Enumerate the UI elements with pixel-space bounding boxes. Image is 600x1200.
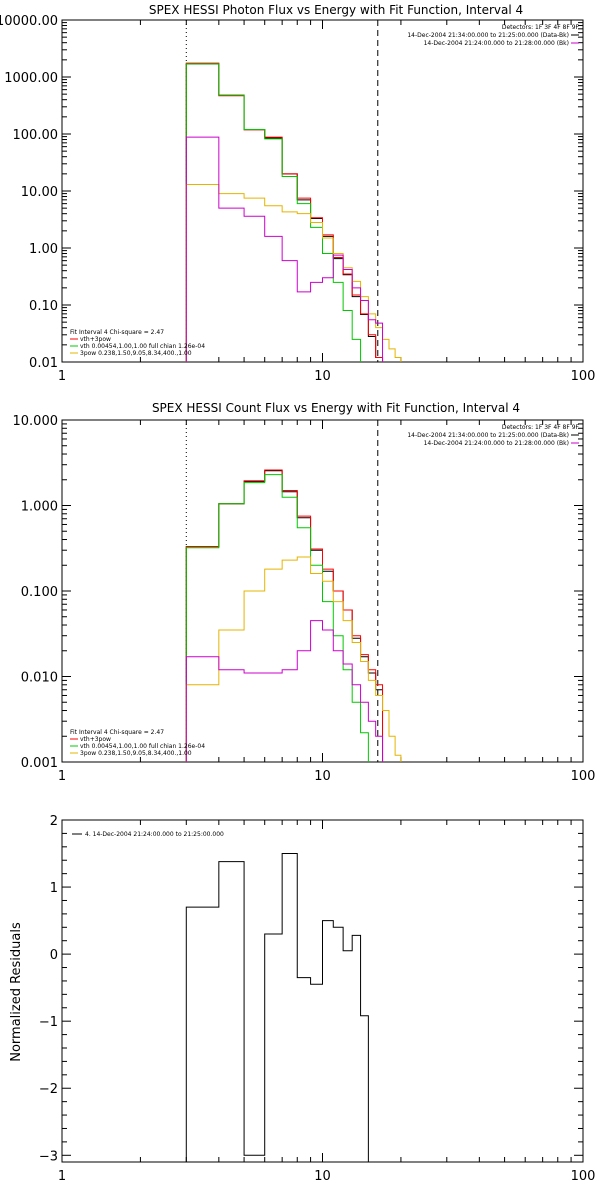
plot-frame xyxy=(61,19,584,363)
y-tick-label: 0.001 xyxy=(21,756,58,771)
series-line-2 xyxy=(185,474,369,762)
y-tick-label: 0.10 xyxy=(29,299,58,314)
y-tick-label: 1.00 xyxy=(29,242,58,257)
x-tick-label: 10 xyxy=(314,369,331,384)
series-group xyxy=(185,469,402,762)
legend-label-2: vth 0.00454,1.00,1.00 full chian 1.26e-0… xyxy=(80,343,205,350)
y-tick-label: 10.000 xyxy=(13,414,59,429)
series-line-4 xyxy=(185,620,384,762)
plot-frame xyxy=(61,819,584,1163)
series-group xyxy=(185,62,402,362)
series-line-3 xyxy=(185,184,402,362)
series-line-3 xyxy=(185,556,402,762)
bk-interval-label: 14-Dec-2004 21:24:00.000 to 21:28:00.000… xyxy=(424,40,569,47)
y-tick-label: 1 xyxy=(50,881,58,896)
photon-plot-title: SPEX HESSI Photon Flux vs Energy with Fi… xyxy=(149,3,523,17)
series-line-1 xyxy=(185,62,384,362)
photon-flux-panel: 1 10 100 0.01 0.10 1.00 10.00 100.00 1000.00 1000… xyxy=(0,14,595,384)
detectors-label: Detectors: 1F 3F 4F 8F 9F xyxy=(502,24,580,31)
y-tick-label: 2 xyxy=(50,814,58,829)
detectors-label: Detectors: 1F 3F 4F 8F 9F xyxy=(502,424,580,431)
data-interval-label: 14-Dec-2004 21:34:00.000 to 21:25:00.000… xyxy=(407,432,569,439)
x-tick-label: 10 xyxy=(314,769,331,784)
legend-label-3: 3pow 0.238,1.50,9.05,8.34,400.,1.00 xyxy=(80,350,192,357)
legend-label-2: vth 0.00454,1.00,1.00 full chian 1.26e-0… xyxy=(80,743,205,750)
y-tick-label: −2 xyxy=(39,1082,58,1097)
y-tick-label: −3 xyxy=(39,1149,58,1164)
count-flux-panel: 1 10 100 0.001 0.010 0.100 1.000 10.000 Detector… xyxy=(13,414,596,784)
y-tick-label: 100.00 xyxy=(13,128,59,143)
count-plot-title: SPEX HESSI Count Flux vs Energy with Fit… xyxy=(152,401,520,415)
y-tick-label: −1 xyxy=(39,1015,58,1030)
x-tick-label: 1 xyxy=(58,369,66,384)
legend-label-1: vth+3pow xyxy=(80,736,111,743)
y-tick-label: 0.01 xyxy=(29,356,58,371)
series-line-0 xyxy=(185,853,369,1162)
data-interval-label: 14-Dec-2004 21:34:00.000 to 21:25:00.000… xyxy=(407,32,569,39)
x-tick-label: 100 xyxy=(571,769,596,784)
series-line-1 xyxy=(185,469,384,762)
series-group xyxy=(185,853,369,1162)
x-tick-label: 100 xyxy=(571,1169,596,1184)
y-tick-label: 0 xyxy=(50,948,58,963)
y-tick-label: 10000.00 xyxy=(0,14,58,29)
legend-label-0: 4. 14-Dec-2004 21:24:00.000 to 21:25:00.… xyxy=(85,831,224,838)
y-tick-label: 1000.00 xyxy=(4,71,58,86)
x-tick-label: 10 xyxy=(314,1169,331,1184)
series-line-2 xyxy=(185,63,362,362)
residuals-panel: 1 10 100 −3 −2 −1 0 1 2 4. 14-Dec-2004 21:24:00.0… xyxy=(39,814,596,1184)
series-line-0 xyxy=(185,470,384,762)
x-tick-label: 100 xyxy=(571,369,596,384)
series-line-4 xyxy=(185,136,384,362)
x-tick-label: 1 xyxy=(58,769,66,784)
fit-interval-label: Fit Interval 4 Chi-square = 2.47 xyxy=(70,329,164,336)
y-tick-label: 10.00 xyxy=(21,185,58,200)
legend-label-1: vth+3pow xyxy=(80,336,111,343)
fit-interval-label: Fit Interval 4 Chi-square = 2.47 xyxy=(70,729,164,736)
y-tick-label: 0.010 xyxy=(21,671,58,686)
x-tick-label: 1 xyxy=(58,1169,66,1184)
legend-label-3: 3pow 0.238,1.50,9.05,8.34,400.,1.00 xyxy=(80,750,192,757)
y-tick-label: 1.000 xyxy=(21,500,58,515)
residuals-y-axis-label: Normalized Residuals xyxy=(9,922,24,1062)
series-line-0 xyxy=(185,63,384,362)
y-tick-label: 0.100 xyxy=(21,585,58,600)
bk-interval-label: 14-Dec-2004 21:24:00.000 to 21:28:00.000… xyxy=(424,440,569,447)
